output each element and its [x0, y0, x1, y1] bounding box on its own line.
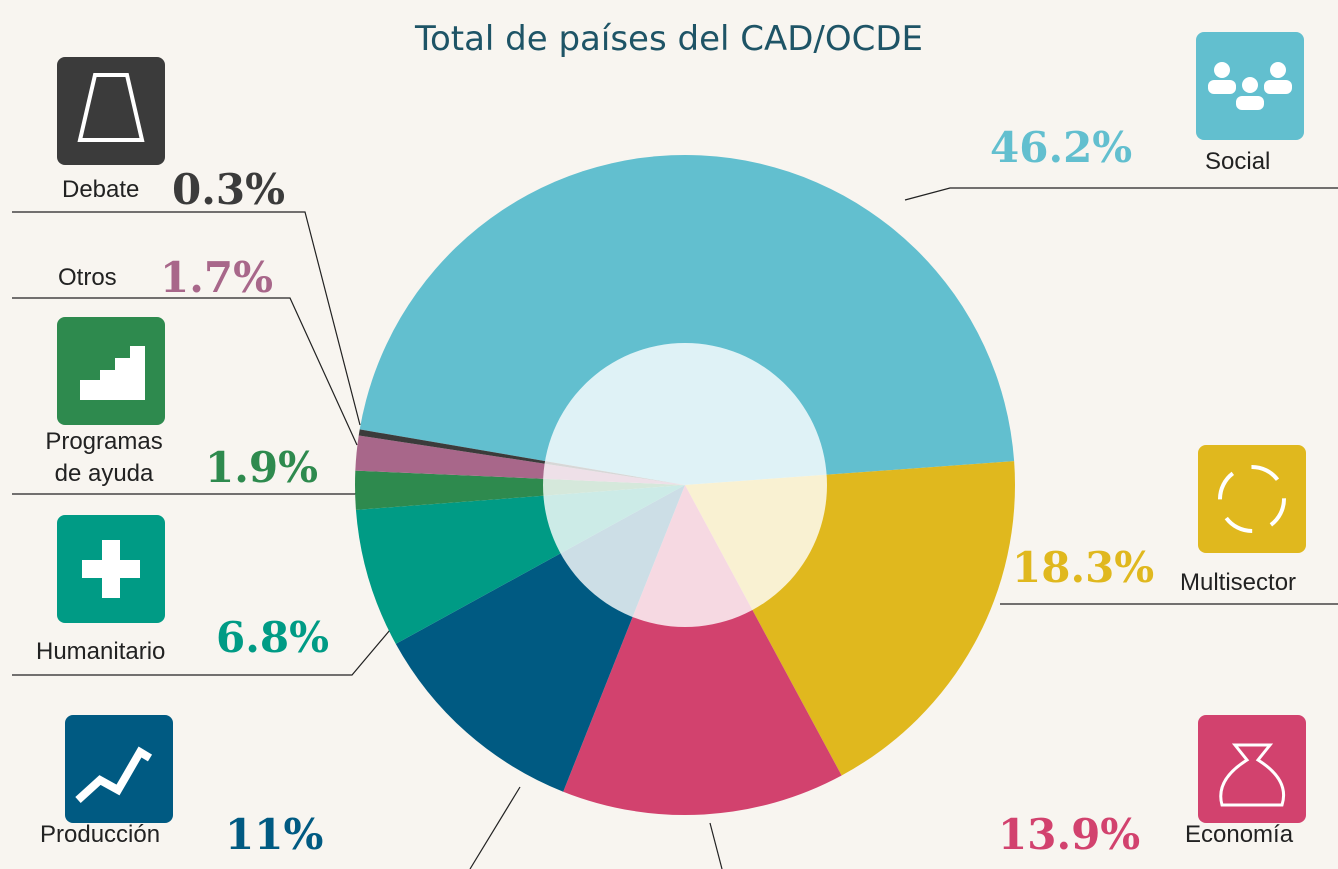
- category-label: Social: [1205, 148, 1271, 175]
- leader-line: [709, 822, 723, 869]
- icons: [57, 32, 1306, 823]
- category-label: Economía: [1185, 821, 1294, 848]
- value-label: 6.8%: [216, 613, 329, 662]
- leader-line: [12, 297, 358, 446]
- category-label: Humanitario: [36, 638, 166, 665]
- icon-glyph: [1219, 743, 1285, 807]
- value-label: 1.9%: [205, 443, 318, 492]
- category-label: Otros: [58, 264, 117, 291]
- icon-glyph: [80, 346, 145, 400]
- icon-glyph: [1218, 465, 1286, 533]
- icon-multisector: [1198, 445, 1306, 553]
- leader-line: [12, 211, 361, 426]
- icon-glyph: [75, 746, 153, 803]
- category-label: Producción: [40, 821, 161, 848]
- category-label: Debate: [62, 176, 140, 203]
- icon-glyph: [1208, 62, 1292, 110]
- leader-line: [904, 187, 1338, 201]
- pie-slice: [355, 470, 685, 510]
- pie-slice: [563, 485, 842, 815]
- leader-lines: [12, 187, 1338, 869]
- icon-glyph: [82, 540, 140, 598]
- leader-line: [12, 629, 391, 676]
- value-label: 46.2%: [990, 123, 1133, 172]
- pie-slice: [359, 155, 1015, 485]
- value-label: 1.7%: [160, 253, 273, 302]
- value-label: 0.3%: [172, 165, 285, 214]
- category-label: Programas de ayuda: [45, 428, 163, 487]
- category-label: Multisector: [1180, 569, 1297, 596]
- value-label: 13.9%: [998, 810, 1141, 859]
- icon-economia: [1198, 715, 1306, 823]
- value-label: 18.3%: [1012, 543, 1155, 592]
- inner-circle: [543, 343, 827, 627]
- leader-line: [469, 786, 521, 869]
- value-label: 11%: [225, 810, 324, 859]
- icon-glyph: [77, 73, 145, 142]
- chart-title: Total de países del CAD/OCDE: [414, 19, 924, 59]
- icon-produccion: [65, 715, 173, 823]
